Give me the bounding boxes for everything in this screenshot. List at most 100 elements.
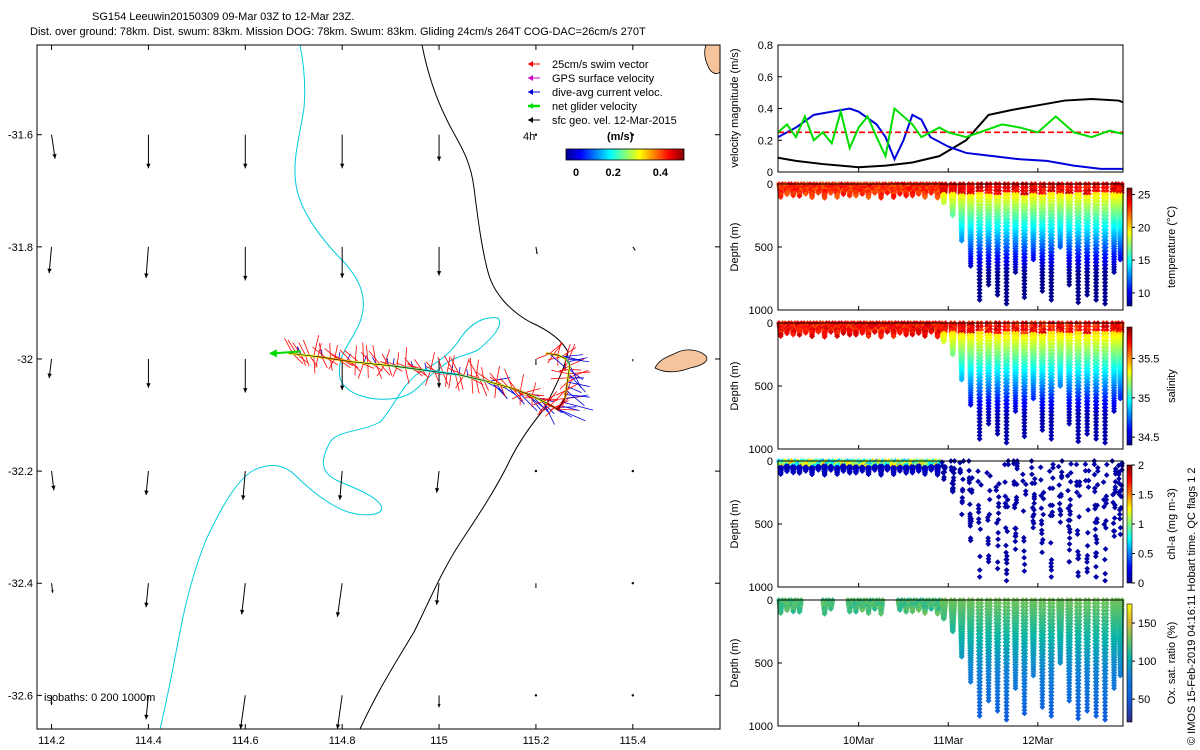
dac-vector [569,365,582,389]
swim-vector [357,362,365,379]
swim-vector [475,359,479,379]
section-sample-point [796,193,803,199]
swim-vector [531,382,537,396]
geo-vector-head [535,363,537,365]
swim-vector [366,345,369,364]
dac-vector [568,369,584,380]
section-sample-point [828,190,834,196]
figure-title: SG154 Leeuwin20150309 09-Mar 03Z to 12-M… [92,11,354,23]
coastline-line [359,45,569,729]
map-y-tick-label: -31.8 [8,242,33,254]
swim-vector [565,382,579,391]
islands [654,45,720,373]
geo-vector-head [144,490,149,496]
swim-vector [304,355,310,367]
legend-label: GPS surface velocity [552,73,655,85]
geo-vector [336,583,343,617]
dac-vector [566,385,582,393]
swim-vector [559,369,570,372]
geo-vector-head [144,602,149,608]
swim-vector [362,342,365,363]
swim-vector [519,374,524,392]
velocity-y-tick-label: 0.8 [758,40,773,52]
section-y-tick-label: 500 [755,242,773,254]
swim-vector [549,342,563,355]
geo-vector-head [47,373,52,379]
geo-vector-head [339,385,345,391]
section-y-tick-label: 1000 [749,305,773,317]
velocity-y-label: velocity magnitude (m/s) [729,48,741,167]
geo-vector [336,695,343,729]
legend-label: dive-avg current veloc. [552,87,663,99]
swim-vector [421,369,429,379]
section-y-tick-label: 0 [767,179,773,191]
section-colorbar [1126,187,1133,307]
legend-swatch-head [528,103,533,109]
swim-vector [328,358,335,370]
geo-vector-head [243,163,248,169]
geo-vector-head [535,251,538,255]
swim-vector [539,399,558,401]
swim-vector [511,392,525,400]
section-sample-point [815,190,822,196]
geo-vector-head [632,360,634,362]
glider-track [268,335,594,425]
swim-vector [512,388,524,402]
section-y-tick-label: 1000 [749,444,773,456]
swim-vector [372,345,377,365]
geo-vector [241,583,246,615]
net-velocity-vector [272,350,301,355]
velocity-y-tick-label: 0.4 [758,104,773,116]
colorbar-tick-label: 35 [1138,393,1150,405]
swim-vector [375,364,383,379]
map-x-tick-label: 115 [430,735,448,747]
map-x-tick-label: 115.4 [619,735,646,747]
section-sample-point [790,192,797,199]
coast-land [704,45,720,74]
map-x-tick-label: 115.2 [523,735,550,747]
rottnest-island [654,349,708,373]
section-sample-point [834,194,840,201]
swim-vector [292,342,302,356]
colorbar-title: (m/s) [607,131,634,143]
swim-vector [381,353,390,366]
swim-vector [443,355,456,375]
swim-vector [425,370,431,386]
swim-vector [313,356,316,374]
dac-vector [424,362,427,371]
geo-vector-head [437,704,441,708]
swim-vector [434,371,439,382]
geostrophic-vectors [47,133,636,729]
swim-vector [446,356,451,374]
dac-vector [392,358,395,367]
section-sample-point [777,194,784,200]
dac-vector [565,390,585,406]
geo-vector-head [535,586,537,589]
legend-swatch-head [528,61,533,67]
swim-vector [559,361,569,375]
velocity-series-1 [777,107,1123,170]
section-y-tick-label: 500 [755,381,773,393]
legend-label: sfc geo. vel. 12-Mar-2015 [552,115,677,127]
swim-vector [468,360,481,380]
geo-vector-head [146,383,151,388]
swim-vector [321,357,328,369]
geo-vector-head [51,485,56,491]
swim-vector [459,374,464,390]
section-sample-point [784,191,790,198]
swim-vector [317,343,322,357]
geo-vector-head [434,600,440,605]
legend-label: 25cm/s swim vector [552,59,649,71]
swim-vector [392,366,398,378]
swim-vector [479,379,488,396]
swim-vector [481,367,485,381]
geo-vector-head [337,495,343,500]
swim-vector [550,390,566,406]
map-x-tick-label: 114.6 [232,735,259,747]
swim-vector [483,380,489,391]
map-x-tick-label: 114.4 [135,735,162,747]
dac-vector [410,361,415,369]
